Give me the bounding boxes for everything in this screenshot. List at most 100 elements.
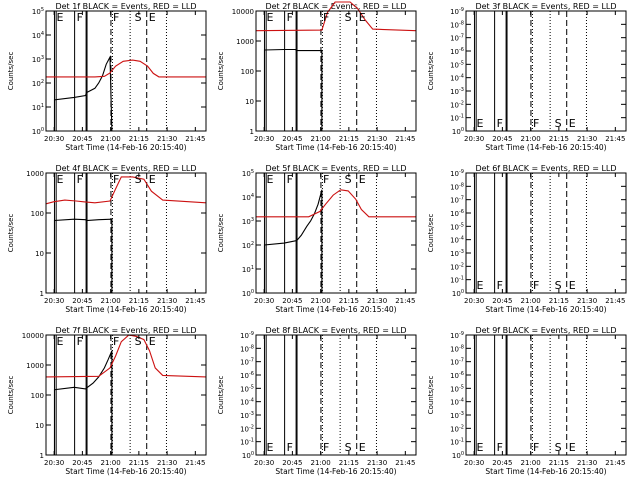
series-events bbox=[53, 54, 113, 132]
y-tick-label: 10-3 bbox=[450, 87, 464, 96]
y-tick-label: 10000 bbox=[232, 8, 254, 16]
x-tick-label: 21:00 bbox=[311, 297, 331, 305]
y-tick-label: 10-7 bbox=[240, 358, 254, 367]
event-marker: E bbox=[56, 11, 63, 24]
x-tick-label: 21:15 bbox=[549, 297, 569, 305]
y-tick-label: 1 bbox=[40, 290, 44, 298]
y-tick-label: 10-9 bbox=[240, 331, 254, 340]
panel-title: Det 6f BLACK = Events, RED = LLD bbox=[475, 164, 616, 173]
y-tick-label: 1000 bbox=[26, 170, 44, 178]
y-axis-label: Counts/sec bbox=[217, 376, 225, 415]
x-tick-label: 20:30 bbox=[44, 297, 64, 305]
panel-title: Det 5f BLACK = Events, RED = LLD bbox=[265, 164, 406, 173]
panel-title: Det 4f BLACK = Events, RED = LLD bbox=[55, 164, 196, 173]
y-tick-label: 1 bbox=[250, 128, 254, 136]
event-marker: E bbox=[266, 441, 273, 454]
x-tick-label: 21:15 bbox=[339, 459, 359, 467]
panel-title: Det 9f BLACK = Events, RED = LLD bbox=[475, 326, 616, 335]
x-tick-label: 21:00 bbox=[311, 135, 331, 143]
x-tick-label: 21:00 bbox=[101, 297, 121, 305]
event-marker: F bbox=[287, 441, 293, 454]
x-axis-label: Start Time (14-Feb-16 20:15:40) bbox=[65, 305, 186, 314]
y-tick-label: 10-9 bbox=[450, 331, 464, 340]
event-marker: F bbox=[287, 11, 293, 24]
event-marker: E bbox=[476, 117, 483, 130]
y-tick-label: 100 bbox=[31, 210, 44, 218]
event-marker: E bbox=[149, 173, 156, 186]
x-tick-label: 21:15 bbox=[129, 297, 149, 305]
y-tick-label: 10-7 bbox=[450, 34, 464, 43]
x-axis-label: Start Time (14-Feb-16 20:15:40) bbox=[485, 305, 606, 314]
y-tick-label: 100 bbox=[241, 68, 254, 76]
plot-frame bbox=[255, 172, 417, 294]
x-tick-label: 21:30 bbox=[157, 297, 177, 305]
y-tick-label: 100 bbox=[31, 392, 44, 400]
event-marker: E bbox=[266, 11, 273, 24]
y-tick-label: 105 bbox=[242, 169, 254, 178]
event-marker: F bbox=[533, 279, 539, 292]
x-tick-label: 20:45 bbox=[282, 297, 302, 305]
x-tick-label: 21:30 bbox=[157, 135, 177, 143]
event-marker: E bbox=[56, 173, 63, 186]
event-marker: E bbox=[359, 173, 366, 186]
event-marker: E bbox=[476, 279, 483, 292]
panel-title: Det 8f BLACK = Events, RED = LLD bbox=[265, 326, 406, 335]
x-tick-label: 21:15 bbox=[549, 135, 569, 143]
y-tick-label: 10-1 bbox=[450, 438, 464, 447]
y-tick-label: 10-1 bbox=[240, 438, 254, 447]
event-marker: E bbox=[476, 441, 483, 454]
y-tick-label: 100 bbox=[242, 451, 254, 460]
event-marker: F bbox=[113, 335, 119, 348]
x-tick-label: 21:00 bbox=[101, 135, 121, 143]
y-axis-label: Counts/sec bbox=[7, 214, 15, 253]
y-tick-label: 100 bbox=[242, 289, 254, 298]
plot-frame bbox=[45, 334, 207, 456]
y-tick-label: 1 bbox=[40, 452, 44, 460]
event-marker: E bbox=[149, 11, 156, 24]
x-tick-label: 21:30 bbox=[367, 459, 387, 467]
y-tick-label: 10-4 bbox=[240, 398, 254, 407]
y-tick-label: 10-9 bbox=[450, 169, 464, 178]
y-tick-label: 10-5 bbox=[240, 384, 254, 393]
y-tick-label: 10-7 bbox=[450, 196, 464, 205]
x-tick-label: 21:30 bbox=[577, 297, 597, 305]
y-tick-label: 10-7 bbox=[450, 358, 464, 367]
x-tick-label: 21:15 bbox=[549, 459, 569, 467]
y-axis-label: Counts/sec bbox=[7, 52, 15, 91]
event-marker: F bbox=[533, 117, 539, 130]
event-marker: F bbox=[77, 11, 83, 24]
y-axis-label: Counts/sec bbox=[7, 376, 15, 415]
series-events bbox=[53, 218, 113, 293]
y-tick-label: 10-6 bbox=[450, 47, 464, 56]
panel-title: Det 1f BLACK = Events, RED = LLD bbox=[55, 2, 196, 11]
event-marker: F bbox=[287, 173, 293, 186]
y-tick-label: 10-2 bbox=[450, 424, 464, 433]
x-tick-label: 21:30 bbox=[577, 135, 597, 143]
y-tick-label: 10000 bbox=[22, 332, 44, 340]
series-lld bbox=[255, 1, 417, 32]
event-marker: E bbox=[359, 441, 366, 454]
x-axis-label: Start Time (14-Feb-16 20:15:40) bbox=[485, 467, 606, 476]
y-tick-label: 1000 bbox=[26, 362, 44, 370]
event-marker: F bbox=[113, 173, 119, 186]
y-tick-label: 101 bbox=[32, 103, 44, 112]
y-tick-label: 10-6 bbox=[450, 371, 464, 380]
x-axis-label: Start Time (14-Feb-16 20:15:40) bbox=[65, 467, 186, 476]
y-tick-label: 102 bbox=[242, 241, 254, 250]
y-axis-label: Counts/sec bbox=[427, 376, 435, 415]
y-tick-label: 10-1 bbox=[450, 276, 464, 285]
x-tick-label: 20:30 bbox=[44, 135, 64, 143]
series-lld bbox=[45, 176, 207, 205]
y-tick-label: 10-1 bbox=[450, 114, 464, 123]
y-tick-label: 10-4 bbox=[450, 236, 464, 245]
plot-frame bbox=[465, 334, 627, 456]
event-marker: S bbox=[135, 335, 142, 348]
x-axis-label: Start Time (14-Feb-16 20:15:40) bbox=[275, 467, 396, 476]
y-tick-label: 10-5 bbox=[450, 384, 464, 393]
series-lld bbox=[46, 59, 206, 78]
event-marker: E bbox=[569, 117, 576, 130]
